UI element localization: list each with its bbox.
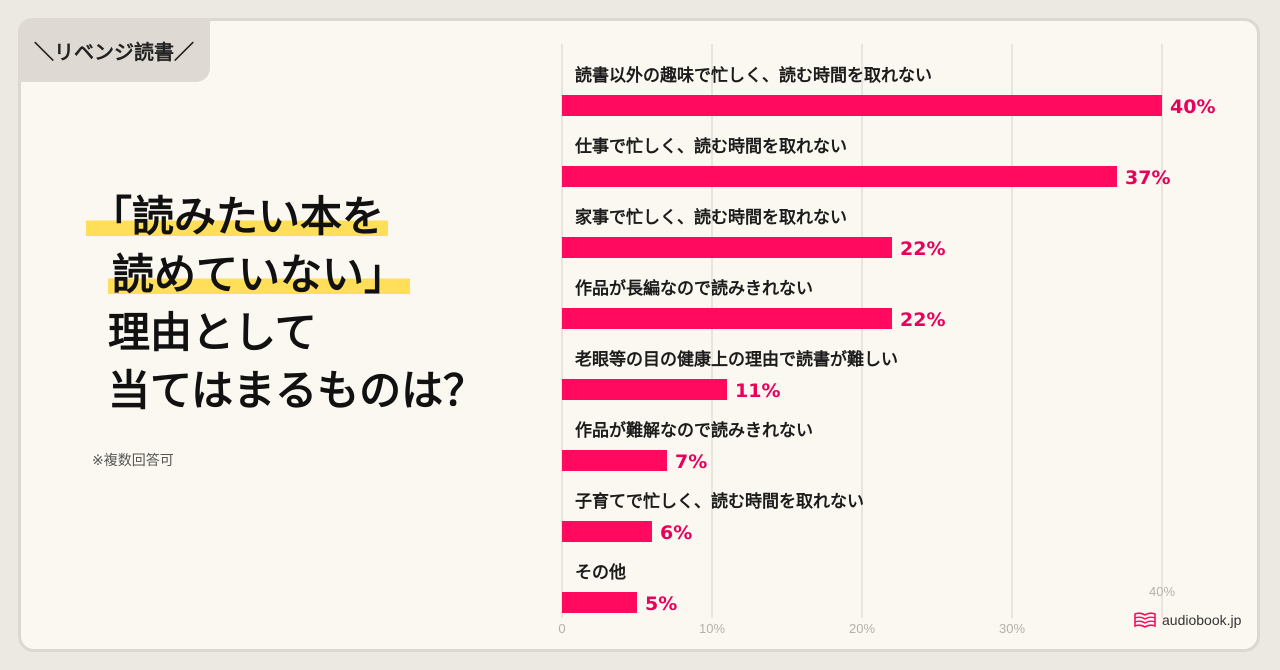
category-label: 子育てで忙しく、読む時間を取れない <box>575 491 864 512</box>
value-label: 5% <box>645 593 677 615</box>
book-icon <box>1134 612 1156 628</box>
x-tick-label: 0 <box>558 621 565 636</box>
headline-line-3: 理由として <box>108 308 317 357</box>
x-tick-label: 20% <box>849 621 875 636</box>
bar <box>562 592 637 613</box>
category-label: 作品が長編なので読みきれない <box>575 278 813 299</box>
value-label: 40% <box>1170 96 1215 118</box>
value-label: 37% <box>1125 167 1170 189</box>
bar <box>562 308 892 329</box>
value-label: 22% <box>900 309 945 331</box>
value-label: 6% <box>660 522 692 544</box>
category-label: 読書以外の趣味で忙しく、読む時間を取れない <box>575 65 932 86</box>
value-label: 7% <box>675 451 707 473</box>
bar <box>562 95 1162 116</box>
category-label: 仕事で忙しく、読む時間を取れない <box>574 136 847 157</box>
bar <box>562 379 727 400</box>
category-label: 作品が難解なので読みきれない <box>575 420 813 441</box>
multiple-answer-note: ※複数回答可 <box>92 453 174 469</box>
brand-logo: audiobook.jp <box>1134 612 1241 628</box>
category-tag: ＼リベンジ読書／ <box>18 18 210 82</box>
bar <box>562 450 667 471</box>
category-tag-label: ＼リベンジ読書／ <box>34 39 194 64</box>
brand-logo-text: audiobook.jp <box>1162 612 1242 628</box>
bar <box>562 521 652 542</box>
x-tick-label: 30% <box>999 621 1025 636</box>
headline-line-1: 「読みたい本を <box>86 188 485 246</box>
headline-line-2: 読めていない」 <box>86 246 485 304</box>
value-label: 22% <box>900 238 945 260</box>
card-background <box>18 18 1260 652</box>
x-tick-label: 40% <box>1149 584 1175 599</box>
value-label: 11% <box>735 380 780 402</box>
category-label: その他 <box>575 562 626 583</box>
category-label: 家事で忙しく、読む時間を取れない <box>575 207 847 228</box>
headline: 「読みたい本を 読めていない」 理由として 当てはまるものは？ <box>86 188 485 420</box>
x-tick-label: 10% <box>699 621 725 636</box>
bar <box>562 166 1117 187</box>
category-label: 老眼等の目の健康上の理由で読書が難しい <box>574 349 898 370</box>
bar <box>562 237 892 258</box>
headline-line-4: 当てはまるものは？ <box>108 366 486 415</box>
